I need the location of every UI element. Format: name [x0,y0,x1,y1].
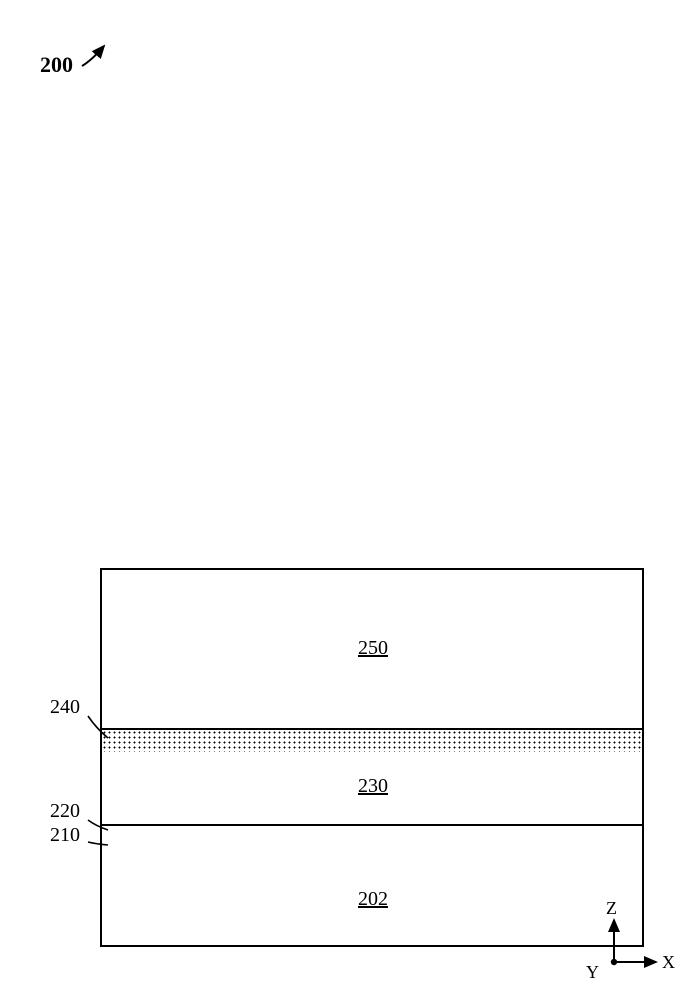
axis-label-y: Y [586,962,599,983]
coordinate-axes [0,0,690,1000]
axis-label-z: Z [606,898,617,919]
axis-label-x: X [662,952,675,973]
figure-canvas: { "figure": { "ref_label": "200", "ref_l… [0,0,690,1000]
